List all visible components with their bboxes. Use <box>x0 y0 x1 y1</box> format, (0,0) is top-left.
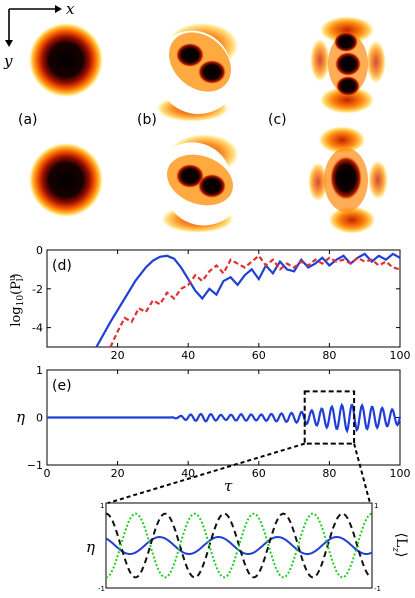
d-ytick-label: -4 <box>32 322 43 335</box>
d-series-line-0 <box>95 252 401 348</box>
xy-axis-arrows: x y <box>3 0 75 70</box>
e-xtick-label: 100 <box>390 467 411 480</box>
zoom-connector-left <box>107 442 305 504</box>
d-series-line-1 <box>109 254 401 348</box>
d-xtick-label: 60 <box>252 349 266 362</box>
inset-ylabel-left: η <box>86 538 95 556</box>
e-series-line <box>47 402 402 434</box>
inset-ytick-bottom: -1 <box>98 585 105 593</box>
inset-series-2 <box>105 512 373 579</box>
panel-d-frame <box>46 249 401 348</box>
inset-ylabel-right: ⟨Lz⟩ <box>390 533 409 558</box>
e-ytick-label: 1 <box>36 364 43 377</box>
d-xtick-label: 80 <box>322 349 336 362</box>
zoom-box <box>303 390 356 445</box>
d-ytick-label: -2 <box>32 283 43 296</box>
panel-label-d: (d) <box>52 258 72 274</box>
inset-ytick-top-right: 1 <box>374 502 378 510</box>
density-image-a-top <box>28 22 104 98</box>
panel-label-e: (e) <box>52 378 72 394</box>
panel-label-c: (c) <box>268 112 287 128</box>
e-xtick-label: 40 <box>181 467 195 480</box>
d-xtick-label: 40 <box>181 349 195 362</box>
density-image-b-bottom <box>152 124 249 242</box>
panel-e-xlabel: τ <box>224 477 233 495</box>
d-xtick-label: 20 <box>111 349 125 362</box>
inset-frame <box>105 502 373 589</box>
d-xtick-label: 100 <box>390 349 411 362</box>
e-xtick-label: 20 <box>111 467 125 480</box>
inset-ytick-bottom-right: -1 <box>374 585 381 593</box>
e-xtick-label: 0 <box>44 467 51 480</box>
density-image-b-top <box>147 12 250 131</box>
e-xtick-label: 80 <box>322 467 336 480</box>
inset-series-0 <box>105 535 373 556</box>
density-image-c-top <box>310 16 386 114</box>
e-ytick-label: −1 <box>27 459 43 472</box>
e-xtick-label: 60 <box>252 467 266 480</box>
y-arrow-label: y <box>3 52 13 70</box>
panel-label-b: (b) <box>137 112 157 128</box>
zoom-connector-right <box>353 443 371 504</box>
inset-ytick-top: 1 <box>100 502 104 510</box>
d-ytick-label: 0 <box>36 244 43 257</box>
panel-label-a: (a) <box>18 112 38 128</box>
panel-e-ylabel: η <box>16 408 25 426</box>
panel-d-chart: (d) 20 40 60 80 100 0 -2 -4 log10(Pul) <box>8 244 411 362</box>
e-ytick-label: 0 <box>36 412 43 425</box>
inset-chart: 1 -1 1 -1 η ⟨Lz⟩ <box>86 502 409 593</box>
x-arrow-label: x <box>66 0 75 18</box>
density-image-c-bottom <box>308 126 388 234</box>
panel-d-ylabel: log10(Pul) <box>8 273 26 326</box>
density-image-a-bottom <box>28 142 104 218</box>
